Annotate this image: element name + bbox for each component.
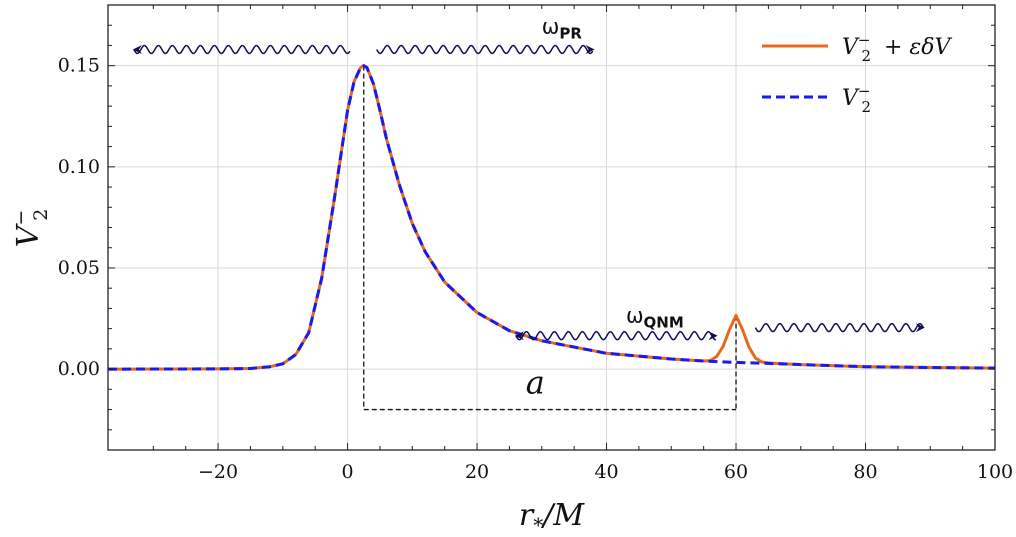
y-tick-label: 0.15 — [58, 55, 100, 77]
grid — [108, 5, 996, 450]
qnm-wave-left — [515, 331, 716, 341]
axis-ticks: −20 0 20 40 60 80 100 0.00 0.05 0.10 0.15 — [58, 5, 1013, 483]
pr-wave-left — [133, 44, 351, 55]
legend: V− 2 + εδV V− 2 — [762, 31, 952, 116]
y-tick-label: 0.10 — [58, 156, 100, 178]
annotations: ωPR ωQNM a — [132, 14, 925, 401]
pr-arrowhead-left — [132, 45, 142, 54]
x-tick-label: 0 — [342, 461, 354, 483]
legend-label-0: V− 2 + εδV — [842, 31, 952, 65]
plot-frame — [107, 4, 996, 451]
series-layer — [107, 64, 996, 371]
x-tick-label: −20 — [198, 461, 238, 483]
qnm-arrowhead-left — [514, 331, 524, 341]
series-line-1 — [107, 64, 996, 371]
axis-labels: r*/M V−2 — [10, 209, 585, 537]
y-tick-label: 0.05 — [58, 257, 100, 279]
x-tick-label: 40 — [594, 461, 618, 483]
qnm-arrowhead-right-inner — [708, 331, 718, 341]
separation-helper-lines — [363, 65, 737, 411]
legend-label-1: V− 2 — [842, 82, 871, 116]
pr-wave-right — [376, 44, 594, 55]
x-tick-label: 60 — [724, 461, 748, 483]
x-tick-label: 80 — [853, 461, 877, 483]
y-tick-label: 0.00 — [58, 358, 100, 380]
qnm-arrowhead-right — [915, 323, 925, 333]
x-tick-label: 100 — [977, 461, 1013, 483]
y-axis-label: V−2 — [10, 209, 52, 248]
pr-arrowhead-right — [585, 45, 595, 54]
separation-label: a — [526, 363, 545, 401]
x-tick-label: 20 — [465, 461, 489, 483]
x-axis-label: r*/M — [519, 498, 585, 537]
omega-pr-label: ωPR — [542, 14, 583, 42]
qnm-wave-right — [754, 322, 925, 333]
omega-qnm-label: ωQNM — [626, 304, 684, 332]
